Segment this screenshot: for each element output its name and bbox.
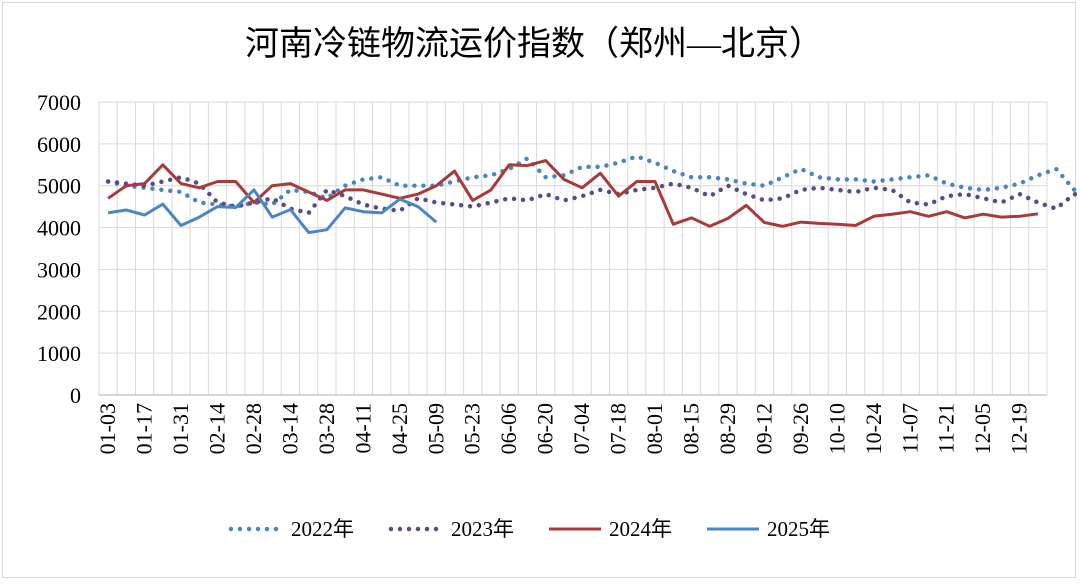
series-line-2 (105, 175, 1080, 216)
legend-label-2: 2023年 (451, 517, 514, 541)
x-tick-label: 07-04 (569, 403, 594, 454)
y-tick-labels: 0 1000 2000 3000 4000 5000 6000 7000 (37, 90, 81, 408)
x-tick-labels: 01-03 01-17 01-31 02-14 02-28 03-14 03-28 04-11… (95, 403, 1032, 454)
x-tick-label: 06-20 (533, 403, 558, 454)
x-tick-label: 08-29 (715, 403, 740, 454)
x-tick-label: 08-15 (679, 403, 704, 454)
y-tick-label: 3000 (37, 257, 81, 282)
x-tick-label: 11-07 (897, 403, 922, 454)
y-tick-label: 1000 (37, 341, 81, 366)
x-tick-label: 12-05 (970, 403, 995, 454)
x-tick-label: 01-31 (168, 403, 193, 454)
x-tick-label: 11-21 (934, 403, 959, 454)
x-tick-label: 04-25 (387, 403, 412, 454)
legend: 2022年 2023年 2024年 2025年 (228, 517, 830, 541)
x-tick-label: 07-18 (606, 403, 631, 454)
x-tick-label: 02-14 (205, 403, 230, 454)
y-tick-label: 2000 (37, 299, 81, 324)
series-line-3 (107, 159, 1039, 228)
x-tick-label: 12-19 (1007, 403, 1032, 454)
x-tick-label: 04-11 (350, 403, 375, 454)
x-tick-label: 01-03 (95, 403, 120, 454)
chart-title: 河南冷链物流运价指数（郑州—北京） (245, 25, 823, 63)
x-tick-label: 09-26 (788, 403, 813, 454)
legend-label-1: 2022年 (291, 517, 354, 541)
legend-label-4: 2025年 (767, 517, 830, 541)
x-tick-label: 10-10 (824, 403, 849, 454)
series-line-4 (107, 188, 438, 235)
x-tick-label: 03-14 (277, 403, 302, 454)
grid-lines (98, 101, 1048, 395)
x-tick-label: 09-12 (751, 403, 776, 454)
x-tick-label: 03-28 (314, 403, 339, 454)
y-tick-label: 6000 (37, 132, 81, 157)
legend-label-3: 2024年 (609, 517, 672, 541)
x-tick-label: 01-17 (132, 403, 157, 454)
y-tick-label: 4000 (37, 216, 81, 241)
x-tick-label: 05-23 (460, 403, 485, 454)
x-tick-label: 05-09 (423, 403, 448, 454)
y-tick-label: 7000 (37, 90, 81, 115)
line-chart: 河南冷链物流运价指数（郑州—北京） 0 1000 2000 3000 4000 5000 6… (37, 25, 1080, 541)
x-tick-label: 10-24 (861, 403, 886, 454)
x-tick-label: 06-06 (496, 403, 521, 454)
x-tick-label: 02-28 (241, 403, 266, 454)
x-tick-label: 08-01 (642, 403, 667, 454)
y-tick-label: 5000 (37, 174, 81, 199)
series-layer (105, 154, 1080, 235)
y-tick-label: 0 (70, 383, 81, 408)
